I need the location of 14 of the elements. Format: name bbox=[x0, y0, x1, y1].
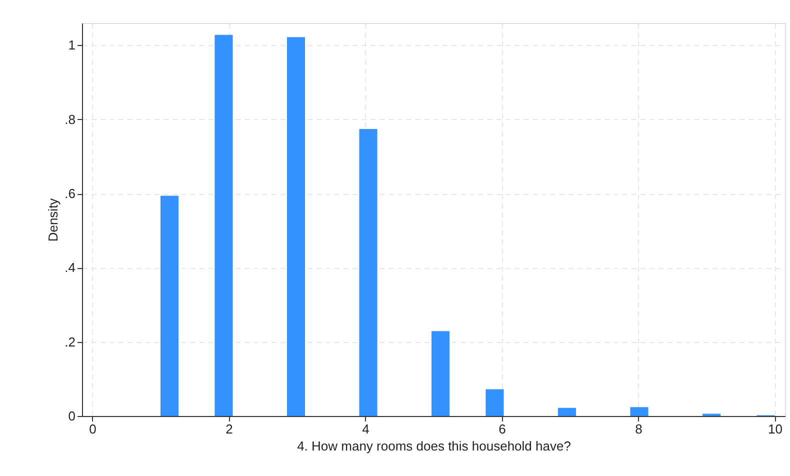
y-axis-title: Density bbox=[46, 198, 61, 242]
y-tick-label: .6 bbox=[64, 186, 76, 202]
y-tick-label: .2 bbox=[64, 334, 76, 350]
x-tick-label: 0 bbox=[89, 422, 96, 436]
x-tick-label: 6 bbox=[498, 422, 506, 436]
y-tick-label: .8 bbox=[64, 112, 76, 127]
x-tick-label: 4 bbox=[362, 422, 370, 436]
y-tick-label: 1 bbox=[68, 38, 76, 53]
x-tick-label: 10 bbox=[768, 422, 782, 436]
y-tick-label: .4 bbox=[64, 260, 76, 276]
y-tick-label: 0 bbox=[68, 408, 76, 424]
x-tick-label: 8 bbox=[635, 422, 642, 436]
x-tick-label: 2 bbox=[226, 422, 233, 436]
x-axis-title: 4. How many rooms does this household have? bbox=[297, 438, 571, 454]
